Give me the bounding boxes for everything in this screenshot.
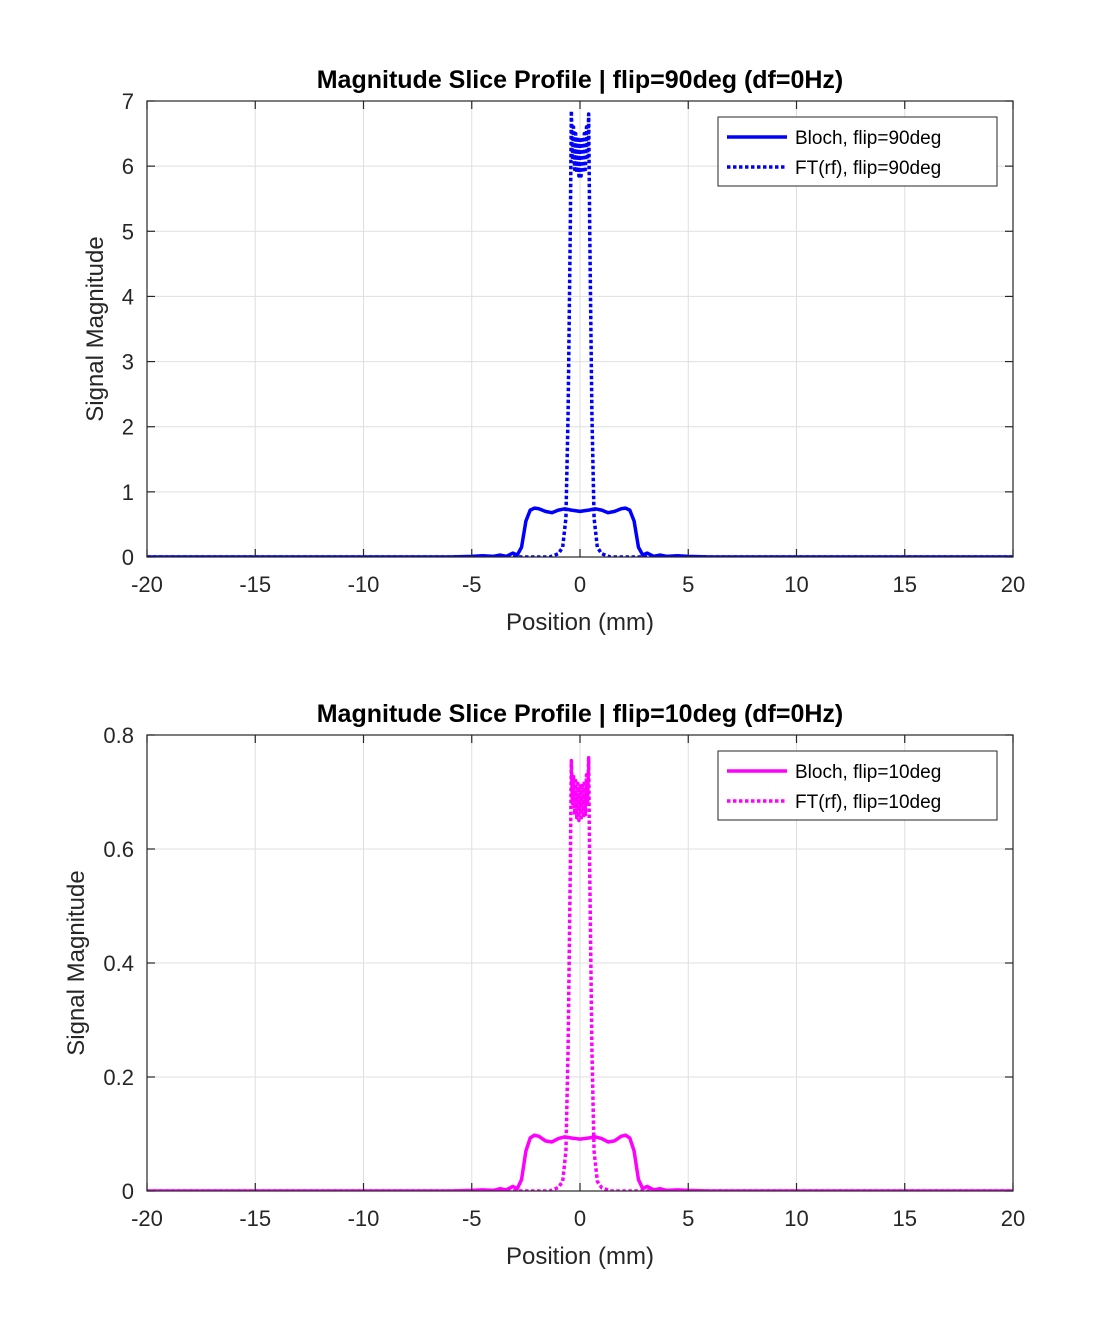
chart2-xtick-label-8: 20 bbox=[1001, 1206, 1025, 1231]
chart1-xtick-label-1: -15 bbox=[239, 572, 271, 597]
chart2-xlabel: Position (mm) bbox=[506, 1243, 654, 1270]
chart2-legend-box bbox=[717, 750, 998, 821]
chart1-ytick-label-2: 2 bbox=[122, 415, 134, 440]
chart2-ylabel: Signal Magnitude bbox=[63, 870, 90, 1055]
chart1-xtick-label-5: 5 bbox=[682, 572, 694, 597]
chart2-ytick-label-4: 0.8 bbox=[103, 723, 134, 748]
chart1-xtick-label-0: -20 bbox=[131, 572, 163, 597]
chart1-series-ft-rf-line bbox=[147, 109, 1013, 557]
chart2-panel: -20 -15 -10 -5 0 5 10 15 20 0 0.2 0.4 0.6 0.8 Magnitud… bbox=[63, 700, 1025, 1270]
chart2-ytick-label-3: 0.6 bbox=[103, 837, 134, 862]
chart2-ytick-label-2: 0.4 bbox=[103, 951, 134, 976]
chart2-series-group bbox=[147, 756, 1013, 1191]
chart2-title: Magnitude Slice Profile | flip=10deg (df… bbox=[317, 700, 844, 728]
chart1-xtick-label-2: -10 bbox=[348, 572, 380, 597]
chart1-ytick-label-1: 1 bbox=[122, 480, 134, 505]
chart2-xtick-label-5: 5 bbox=[682, 1206, 694, 1231]
chart1-xtick-label-4: 0 bbox=[574, 572, 586, 597]
chart1-series-group bbox=[147, 109, 1013, 557]
chart1-ytick-label-0: 0 bbox=[122, 545, 134, 570]
chart1-legend-label-1: Bloch, flip=90deg bbox=[795, 128, 941, 149]
chart2-xtick-label-1: -15 bbox=[239, 1206, 271, 1231]
chart1-xtick-label-8: 20 bbox=[1001, 572, 1025, 597]
chart2-legend-label-1: Bloch, flip=10deg bbox=[795, 762, 941, 783]
chart2-legend-label-2: FT(rf), flip=10deg bbox=[795, 792, 941, 813]
chart2-xtick-label-3: -5 bbox=[462, 1206, 482, 1231]
chart2-xtick-label-7: 15 bbox=[893, 1206, 917, 1231]
chart2-xtick-label-0: -20 bbox=[131, 1206, 163, 1231]
chart1-legend-box bbox=[717, 116, 998, 187]
chart2-xtick-label-2: -10 bbox=[348, 1206, 380, 1231]
chart2-legend: Bloch, flip=10deg FT(rf), flip=10deg bbox=[717, 750, 998, 821]
chart2-xtick-label-6: 10 bbox=[784, 1206, 808, 1231]
chart1-panel: -20 -15 -10 -5 0 5 10 15 20 0 1 2 3 4 5 6 7 Magnitude Sli… bbox=[82, 66, 1025, 636]
chart1-xlabel: Position (mm) bbox=[506, 609, 654, 636]
chart1-ytick-label-7: 7 bbox=[122, 89, 134, 114]
chart1-legend: Bloch, flip=90deg FT(rf), flip=90deg bbox=[717, 116, 998, 187]
chart2-series-bloch-line bbox=[147, 1133, 1013, 1191]
chart2-ytick-label-1: 0.2 bbox=[103, 1065, 134, 1090]
chart1-xtick-label-7: 15 bbox=[893, 572, 917, 597]
chart1-xtick-label-6: 10 bbox=[784, 572, 808, 597]
chart1-ytick-label-6: 6 bbox=[122, 154, 134, 179]
chart2-ytick-label-0: 0 bbox=[122, 1179, 134, 1204]
chart1-ylabel: Signal Magnitude bbox=[82, 236, 109, 421]
chart1-legend-label-2: FT(rf), flip=90deg bbox=[795, 158, 941, 179]
chart2-series-ft-rf-line bbox=[147, 756, 1013, 1191]
chart2-xtick-label-4: 0 bbox=[574, 1206, 586, 1231]
chart1-ytick-label-4: 4 bbox=[122, 284, 134, 309]
chart1-xtick-label-3: -5 bbox=[462, 572, 482, 597]
chart1-ytick-label-3: 3 bbox=[122, 350, 134, 375]
chart1-series-bloch-line bbox=[147, 506, 1013, 557]
chart1-title: Magnitude Slice Profile | flip=90deg (df… bbox=[317, 66, 844, 94]
chart1-ytick-label-5: 5 bbox=[122, 219, 134, 244]
